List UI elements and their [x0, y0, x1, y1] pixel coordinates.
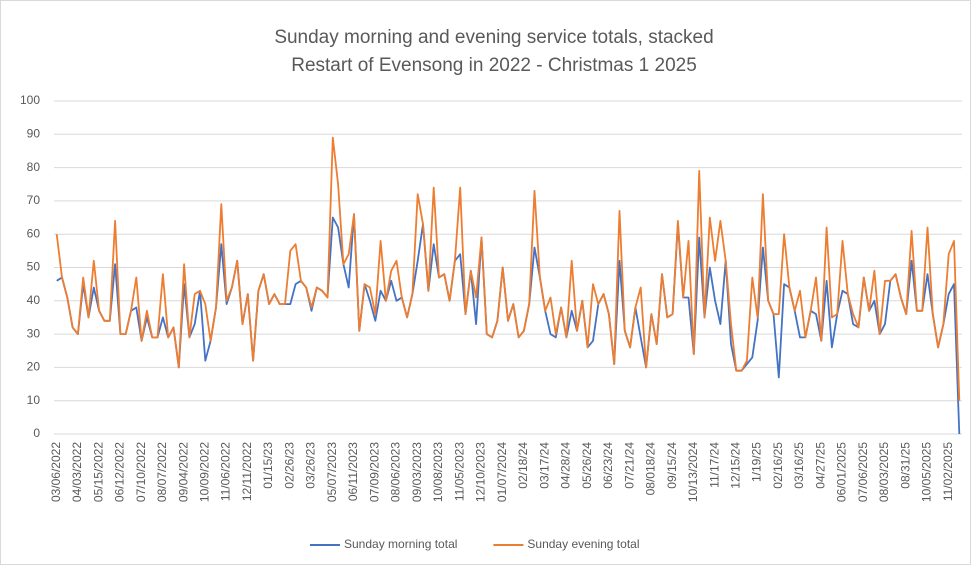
x-tick-label: 06/01/2025: [835, 442, 849, 502]
x-tick-label: 12/11/2022: [240, 442, 254, 501]
x-tick-label: 09/03/2023: [410, 442, 424, 502]
x-tick-label: 01/07/2024: [495, 442, 509, 502]
y-tick-label: 20: [27, 360, 41, 374]
x-tick-label: 10/09/2022: [198, 442, 212, 502]
x-tick-label: 08/018/24: [644, 442, 658, 496]
x-tick-label: 04/03/2022: [70, 442, 84, 502]
x-tick-label: 04/27/25: [813, 442, 827, 489]
y-tick-label: 60: [27, 226, 41, 240]
y-tick-label: 90: [27, 126, 41, 140]
x-tick-label: 05/07/2023: [325, 442, 339, 502]
x-tick-label: 09/04/2022: [176, 442, 190, 502]
x-tick-label: 07/06/2025: [856, 442, 870, 502]
chart-subtitle: Restart of Evensong in 2022 - Christmas …: [291, 55, 697, 76]
x-tick-label: 04/28/24: [559, 442, 573, 489]
x-tick-label: 06/12/2022: [113, 442, 127, 502]
x-tick-label: 05/15/2022: [91, 442, 105, 502]
x-tick-label: 08/07/2022: [155, 442, 169, 502]
x-tick-label: 10/05/2025: [920, 442, 934, 502]
x-tick-label: 05/26/24: [580, 442, 594, 489]
x-tick-label: 03/06/2022: [49, 442, 63, 502]
x-tick-label: 08/31/25: [898, 442, 912, 489]
x-tick-label: 01/15/23: [261, 442, 275, 489]
x-tick-label: 1/19/25: [750, 442, 764, 482]
y-tick-label: 100: [20, 93, 40, 107]
x-tick-label: 02/16/25: [771, 442, 785, 489]
x-tick-label: 06/23/24: [601, 442, 615, 489]
chart-title: Sunday morning and evening service total…: [274, 27, 713, 48]
x-tick-label: 07/09/2023: [367, 442, 381, 502]
x-tick-label: 06/11/2023: [346, 442, 360, 501]
legend-label: Sunday morning total: [344, 537, 457, 551]
y-tick-label: 10: [27, 393, 41, 407]
x-tick-label: 12/15/24: [728, 442, 742, 489]
y-tick-label: 70: [27, 193, 41, 207]
y-tick-label: 30: [27, 326, 41, 340]
x-tick-label: 11/05/2023: [452, 442, 466, 501]
x-tick-label: 08/06/2023: [389, 442, 403, 502]
x-tick-label: 07/21/24: [622, 442, 636, 489]
x-tick-label: 08/03/2025: [877, 442, 891, 502]
y-tick-label: 80: [27, 160, 41, 174]
x-tick-label: 11/17/24: [707, 442, 721, 488]
y-tick-label: 50: [27, 260, 41, 274]
x-tick-label: 03/26/23: [304, 442, 318, 489]
x-tick-label: 11/02/2025: [941, 442, 955, 501]
x-tick-label: 07/10/2022: [134, 442, 148, 502]
y-tick-label: 0: [33, 426, 40, 440]
legend-label: Sunday evening total: [527, 537, 639, 551]
x-tick-label: 09/15/24: [665, 442, 679, 489]
x-tick-label: 12/10/2023: [474, 442, 488, 502]
x-tick-label: 11/06/2022: [219, 442, 233, 501]
x-tick-label: 03/17/24: [537, 442, 551, 489]
x-tick-label: 02/18/24: [516, 442, 530, 489]
y-tick-label: 40: [27, 293, 41, 307]
x-tick-label: 10/13/2024: [686, 442, 700, 502]
x-tick-label: 03/16/25: [792, 442, 806, 489]
x-tick-label: 10/08/2023: [431, 442, 445, 502]
x-tick-label: 02/26/23: [282, 442, 296, 489]
series-line: [55, 136, 961, 401]
